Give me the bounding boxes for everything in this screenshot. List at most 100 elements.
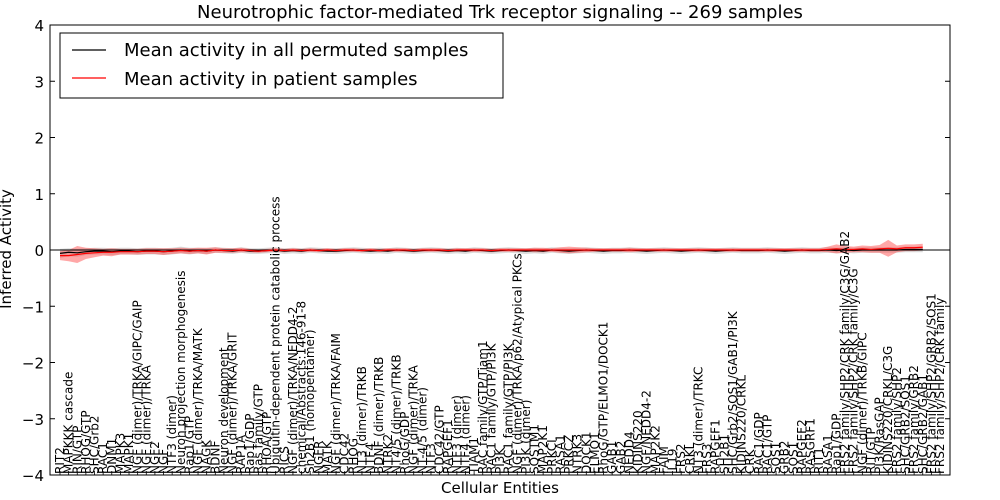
- y-axis-label: Inferred Activity: [0, 189, 15, 309]
- x-tick-label: NGF (dimer)/TRKB/GIPC: [855, 332, 869, 474]
- plot-frame: [49, 24, 951, 476]
- x-tick-label: PRKCI: [545, 439, 559, 474]
- y-tick-label: 4: [34, 17, 44, 35]
- x-tick-label: RIN/GTP: [70, 426, 84, 474]
- legend-label-permuted: Mean activity in all permuted samples: [124, 40, 468, 61]
- x-tick-label: NGF2: [148, 441, 162, 474]
- x-tick-label: RIT/GTP: [864, 427, 878, 474]
- x-tick-label: MAPKKK cascade: [62, 372, 76, 474]
- x-tick-label: RIT2: [53, 447, 67, 474]
- x-tick-label: NTRK3: [571, 434, 585, 474]
- x-tick-label: chemical/Abstracts:146-91-8: [295, 301, 309, 474]
- x-tick-label: MATK: [320, 440, 334, 474]
- x-tick-label: RHOG: [346, 438, 360, 474]
- y-axis-ticks: −4 −3 −2 −1 0 1 2 3 4: [22, 17, 950, 485]
- x-tick-label: GAB2: [614, 441, 628, 474]
- x-tick-label: RAC1 family/GTP/PI3K: [502, 342, 516, 474]
- x-tick-label: CRKL: [683, 442, 697, 474]
- x-tick-label: RAC1/GTP: [760, 415, 774, 474]
- y-tick-label: 0: [34, 242, 44, 260]
- x-tick-label: NTF4 (dimer): [458, 395, 472, 474]
- x-tick-label: DOCK1: [579, 431, 593, 474]
- y-tick-label: −1: [22, 298, 44, 316]
- x-tick-label: NTRK2: [381, 434, 395, 474]
- x-tick-label: GRB2: [778, 440, 792, 474]
- y-tick-label: 3: [34, 73, 44, 91]
- x-tick-label: SH2B1: [717, 434, 731, 474]
- x-tick-label: Rap1/GDP: [243, 414, 257, 475]
- x-tick-label: SQSTM1: [528, 424, 542, 474]
- x-tick-label: FRS2 family/SHP2: [890, 367, 904, 474]
- x-tick-label: PI3K: [493, 447, 507, 474]
- y-tick-label: −4: [22, 467, 44, 485]
- x-tick-label: TIAM1: [467, 437, 481, 475]
- x-tick-label: NGF/NEDD4-2: [640, 390, 654, 474]
- x-tick-label: RAC1/GDP: [752, 412, 766, 474]
- x-tick-label: IL19: [666, 449, 680, 475]
- x-tick-label: NGF (dimer)/TRKA: [139, 364, 153, 474]
- x-axis-ticks: [59, 471, 941, 475]
- x-tick-label: CDC42/GTP: [433, 405, 447, 474]
- x-tick-label: NT3 (dimer)/TRKB: [355, 366, 369, 474]
- x-tick-label: MAP2K2: [648, 425, 662, 474]
- x-tick-label: FRS2 family/SHP2/CRK family: [933, 298, 947, 474]
- x-tick-label: RASA1: [821, 434, 835, 474]
- x-tick-label: NT4/5 (dimer)/TRKB: [389, 354, 403, 474]
- x-tick-label: FRS3: [700, 444, 714, 475]
- x-tick-label: NEDD4: [622, 431, 636, 474]
- x-tick-label: MAPK3: [113, 433, 127, 474]
- x-tick-label: NGF: [157, 449, 171, 474]
- legend-label-patient: Mean activity in patient samples: [124, 69, 418, 90]
- x-tick-label: RASGRF1: [804, 418, 818, 474]
- x-tick-label: Rap1/GTP: [182, 416, 196, 474]
- x-tick-label: NAGK: [200, 439, 214, 474]
- x-tick-label: KIDINS220/CRKL: [735, 375, 749, 474]
- x-tick-label: FRS2 family/SHP2/CRK family/C3G: [847, 268, 861, 474]
- x-tick-label: PI3K (dimer): [519, 400, 533, 474]
- x-tick-label: RAC1 family/GTP/PI3K: [484, 342, 498, 474]
- x-tick-label: SHC/GRB2/GAB1: [916, 374, 930, 474]
- x-tick-label: RAPGEF2: [795, 419, 809, 474]
- legend-box: [59, 32, 504, 99]
- series-lines: [59, 246, 923, 257]
- x-tick-label: CRK: [743, 448, 757, 474]
- x-tick-label: KIDINS220/CRKL/C3G: [881, 346, 895, 474]
- x-tick-label: SHC/GRB2/SOS1: [898, 375, 912, 474]
- x-tick-label: MAP2K1: [536, 425, 550, 474]
- x-tick-label: Sh2B1 (homopentamer): [303, 329, 317, 474]
- x-tick-label: NGF (dimer)/TRKA/MATK: [191, 327, 205, 474]
- x-tick-label: FRS2 family/SHP2/GRB2/SOS1: [924, 293, 938, 474]
- x-tick-label: NTF3 (dimer): [165, 395, 179, 474]
- x-tick-label: NGF (dimer)/TRKA/GIPC/GAIP: [131, 300, 145, 474]
- x-tick-label: NGFR: [312, 440, 326, 474]
- x-tick-label: DNM1: [105, 438, 119, 474]
- x-tick-label: PI3K/RasGAP: [873, 397, 887, 474]
- x-tick-label: NTF3: [424, 443, 438, 474]
- x-tick-label: RAP1A: [234, 434, 248, 474]
- x-tick-label: ELMO1: [588, 432, 602, 474]
- x-tick-label: RASA1: [553, 434, 567, 474]
- x-axis-label: Cellular Entities: [441, 479, 559, 497]
- x-tick-label: RAC1: [96, 442, 110, 474]
- x-tick-label: NTF3 (dimer): [450, 395, 464, 474]
- x-tick-label: FRS2 family/SHP2/CRK family/C3G/GAB2: [838, 231, 852, 474]
- x-tick-label: RICS: [277, 446, 291, 474]
- x-tick-label: BDNF: [208, 441, 222, 474]
- x-tick-label: RhoG/GTP/ELMO1/DOCK1: [597, 322, 611, 474]
- x-tick-label: FRS2: [674, 444, 688, 475]
- x-tick-label: SOS1: [769, 442, 783, 474]
- y-tick-label: −2: [22, 355, 44, 373]
- x-tick-label: RAPGEF1: [441, 419, 455, 474]
- x-tick-label: PRKCZ: [562, 435, 576, 474]
- y-tick-label: 1: [34, 186, 44, 204]
- x-tick-label: NGF (dimer)/TRKA/NEDD4-2: [286, 306, 300, 474]
- x-tick-label: NT3 (dimer)/TRKC: [691, 367, 705, 474]
- x-tick-label: FAIM: [657, 446, 671, 474]
- x-tick-label: RhoG/GDP: [398, 412, 412, 474]
- x-tick-label: Neuron development: [217, 347, 231, 474]
- x-tick-label: RAPGEF1: [709, 419, 723, 474]
- x-tick-label: Ras family/GTP: [251, 384, 265, 474]
- chart-title: Neurotrophic factor-mediated Trk recepto…: [197, 2, 803, 23]
- x-tick-label: NT-4/5 (dimer): [415, 387, 429, 474]
- x-tick-label: NGF (dimer)/TRKA: [407, 364, 421, 474]
